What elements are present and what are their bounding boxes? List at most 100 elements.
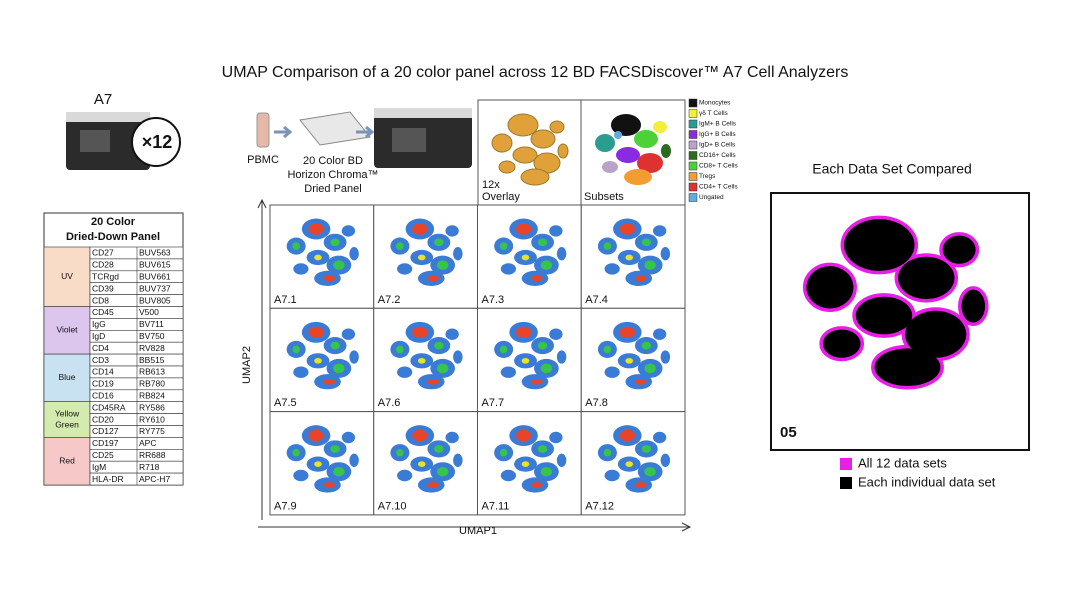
x-axis-label: UMAP1 [459, 525, 497, 537]
fluorochrome: RY610 [139, 414, 165, 424]
marker: CD27 [92, 248, 114, 258]
fluorochrome: RR688 [139, 450, 166, 460]
legend-swatch [688, 119, 698, 129]
laser-cell [43, 401, 91, 438]
marker: CD20 [92, 414, 114, 424]
legend-label: γδ T Cells [699, 110, 729, 117]
subsets-label: Subsets [584, 191, 624, 203]
marker: IgD [92, 331, 105, 341]
umap-label: A7.6 [378, 397, 401, 409]
legend-swatch [688, 193, 698, 202]
legend-label: CD4+ T Cells [699, 184, 738, 191]
legend-swatch [688, 161, 698, 171]
fluorochrome: BUV737 [139, 283, 171, 293]
marker: CD25 [92, 450, 114, 460]
comparison-title: Each Data Set Compared [812, 161, 972, 177]
legend-swatch [688, 182, 698, 192]
fluorochrome: BUV661 [139, 272, 171, 282]
legend-swatch [688, 98, 698, 108]
subsets-legend: Monocytes γδ T Cells IgM+ B Cells IgG+ B Ce… [688, 98, 738, 202]
subset-cluster [595, 134, 615, 152]
legend-swatch [688, 109, 698, 118]
subset-cluster [602, 161, 618, 173]
subset-cluster [614, 131, 622, 139]
fluorochrome: BUV615 [139, 260, 171, 270]
fluorochrome: V500 [139, 307, 159, 317]
comparison-legend: All 12 data sets Each individual data set [840, 455, 996, 489]
figure-title: UMAP Comparison of a 20 color panel acro… [222, 64, 849, 81]
umap-label: A7.4 [585, 294, 608, 306]
laser-cell [43, 353, 91, 403]
panel-title: 20 Color [91, 216, 136, 228]
instrument-icon [66, 112, 181, 170]
marker: CD19 [92, 379, 114, 389]
legend-swatch [688, 130, 698, 139]
umap-label: A7.11 [482, 501, 510, 513]
overlay-label: Overlay [482, 191, 520, 203]
axis-arrows [257, 198, 692, 532]
subset-cluster [611, 114, 641, 136]
fluorochrome: R718 [139, 462, 160, 472]
laser-name: Green [55, 419, 79, 429]
legend-swatch [688, 140, 698, 150]
workflow-panel: Dried Panel [304, 183, 361, 195]
fluorochrome: BV750 [139, 331, 165, 341]
fluorochrome: BUV805 [139, 295, 171, 305]
fluorochrome: RB613 [139, 367, 165, 377]
fluorochrome: RY775 [139, 426, 165, 436]
laser-name: Red [59, 455, 75, 465]
marker: IgM [92, 462, 106, 472]
umap-label: A7.3 [482, 294, 505, 306]
marker: CD39 [92, 283, 114, 293]
fluorochrome: APC-H7 [139, 474, 170, 484]
legend-label: Each individual data set [858, 474, 996, 489]
fluorochrome: RB780 [139, 379, 165, 389]
subset-cluster [624, 169, 652, 185]
instrument-count: ×12 [142, 132, 173, 152]
row-cell [89, 472, 184, 486]
marker: CD45RA [92, 402, 126, 412]
workflow-panel: Horizon Chroma™ [287, 169, 378, 181]
marker: CD3 [92, 355, 109, 365]
fluorochrome: BB515 [139, 355, 165, 365]
marker: HLA-DR [92, 474, 124, 484]
legend-label: IgM+ B Cells [699, 121, 737, 128]
legend-label: All 12 data sets [858, 455, 947, 470]
subset-cluster [661, 144, 671, 158]
subset-cluster [653, 121, 667, 133]
legend-label: IgG+ B Cells [699, 131, 736, 138]
marker: CD8 [92, 295, 109, 305]
workflow-sample: PBMC [247, 154, 279, 166]
comparison-panel-label: 05 [780, 424, 797, 441]
legend-swatch [688, 151, 698, 160]
overlay-label: 12x [482, 179, 500, 191]
umap-label: A7.2 [378, 294, 401, 306]
umap-label: A7.8 [585, 397, 608, 409]
fluorochrome: BV711 [139, 319, 164, 329]
marker: CD16 [92, 391, 114, 401]
fluorochrome: RV828 [139, 343, 165, 353]
fluorochrome: RY586 [139, 402, 165, 412]
subset-cluster [634, 130, 658, 148]
marker: IgG [92, 319, 106, 329]
marker: CD197 [92, 438, 119, 448]
umap-label: A7.10 [378, 501, 407, 513]
umap-label: A7.12 [585, 501, 614, 513]
umap-label: A7.5 [274, 397, 297, 409]
panel-table: 20 Color Dried-Down Panel UV CD27 BUV563 CD… [43, 212, 184, 486]
umap-grid: A7.1 A7.2 A7.3 A7.4 A7.5 A7.6 A7.7 A7.8 A7.9 A7.1… [269, 204, 686, 516]
fluorochrome: APC [139, 438, 156, 448]
marker: CD127 [92, 426, 119, 436]
legend-label: CD16+ Cells [699, 152, 736, 159]
umap-label: A7.1 [274, 294, 297, 306]
legend-label: CD8+ T Cells [699, 163, 738, 170]
legend-swatch [840, 477, 852, 489]
marker: CD28 [92, 260, 114, 270]
umap-label: A7.7 [482, 397, 505, 409]
marker: CD45 [92, 307, 114, 317]
fluorochrome: RB824 [139, 391, 165, 401]
workflow-icons [256, 108, 472, 168]
legend-label: Tregs [699, 173, 716, 180]
subset-cluster [616, 147, 640, 163]
